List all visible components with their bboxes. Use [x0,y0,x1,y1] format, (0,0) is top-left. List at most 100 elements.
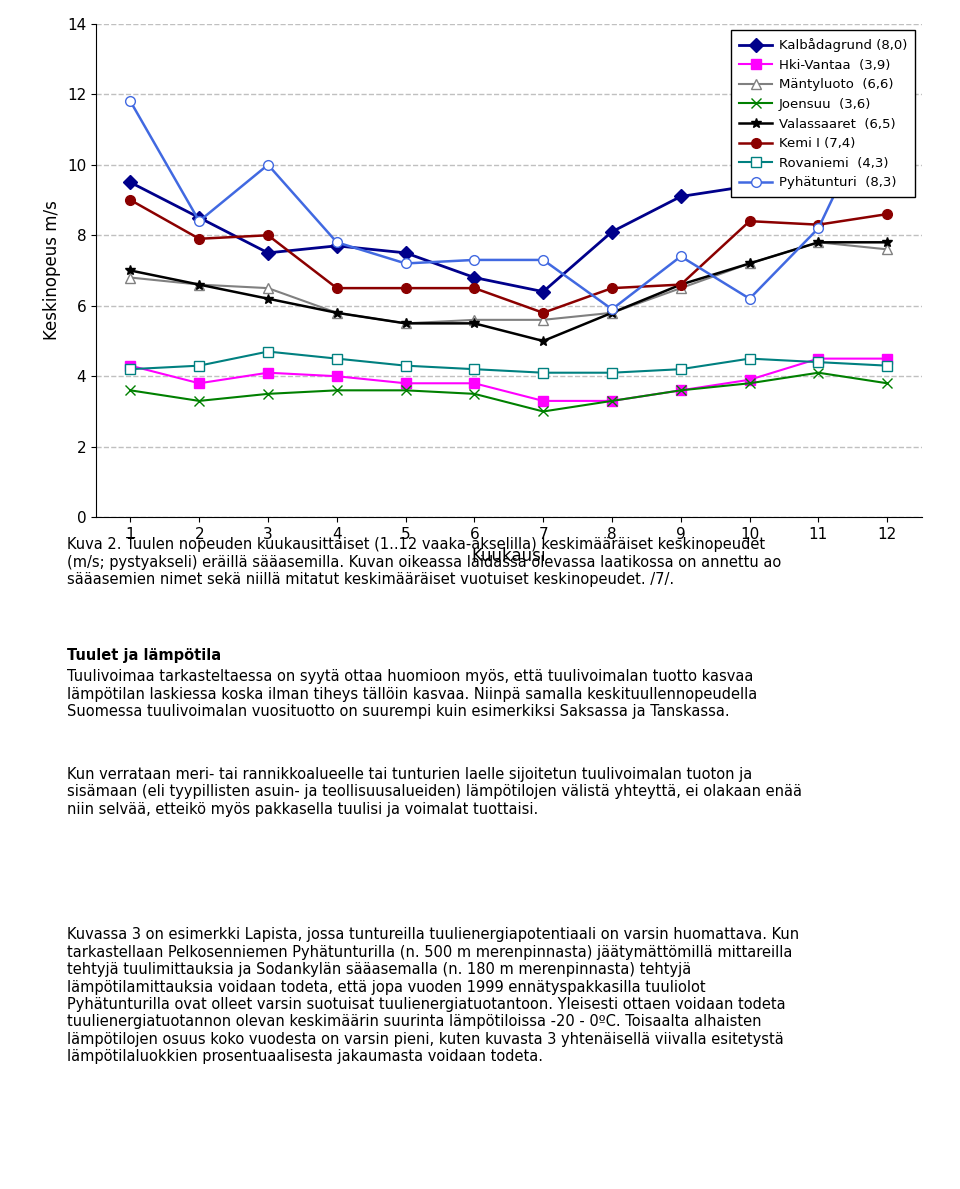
Hki-Vantaa  (3,9) [675,383,686,397]
Valassaaret  (6,5) [193,277,205,291]
Mäntyluoto  (6,6) [606,306,617,320]
Joensuu  (3,6) [262,386,274,401]
Rovaniemi  (4,3) [125,363,136,377]
Kemi I (7,4) [468,281,480,295]
Kalbådagrund (8,0) [606,225,617,239]
Rovaniemi  (4,3) [538,365,549,379]
Pyhätunturi  (8,3) [675,250,686,264]
Hki-Vantaa  (3,9) [744,372,756,386]
Rovaniemi  (4,3) [881,359,893,373]
Joensuu  (3,6) [812,365,824,379]
Valassaaret  (6,5) [675,277,686,291]
Line: Kemi I (7,4): Kemi I (7,4) [126,195,892,317]
Joensuu  (3,6) [125,383,136,397]
Line: Rovaniemi  (4,3): Rovaniemi (4,3) [126,347,892,378]
Pyhätunturi  (8,3) [538,253,549,268]
Kemi I (7,4) [538,306,549,320]
Hki-Vantaa  (3,9) [399,376,411,390]
Mäntyluoto  (6,6) [538,313,549,327]
Line: Valassaaret  (6,5): Valassaaret (6,5) [126,238,892,346]
Valassaaret  (6,5) [606,306,617,320]
Kalbådagrund (8,0) [468,270,480,284]
Mäntyluoto  (6,6) [675,281,686,295]
Rovaniemi  (4,3) [193,359,205,373]
Pyhätunturi  (8,3) [399,257,411,271]
Joensuu  (3,6) [468,386,480,401]
Pyhätunturi  (8,3) [125,94,136,108]
Joensuu  (3,6) [675,383,686,397]
Kalbådagrund (8,0) [399,246,411,260]
Y-axis label: Keskinopeus m/s: Keskinopeus m/s [43,201,61,340]
Pyhätunturi  (8,3) [331,235,343,250]
Pyhätunturi  (8,3) [881,76,893,90]
Joensuu  (3,6) [744,376,756,390]
Valassaaret  (6,5) [881,235,893,250]
Text: Kun verrataan meri- tai rannikkoalueelle tai tunturien laelle sijoitetun tuulivo: Kun verrataan meri- tai rannikkoalueelle… [67,767,803,817]
Rovaniemi  (4,3) [606,365,617,379]
Mäntyluoto  (6,6) [399,316,411,331]
Mäntyluoto  (6,6) [193,277,205,291]
Mäntyluoto  (6,6) [468,313,480,327]
Kemi I (7,4) [881,207,893,221]
Joensuu  (3,6) [399,383,411,397]
Valassaaret  (6,5) [331,306,343,320]
Kemi I (7,4) [262,228,274,243]
Kemi I (7,4) [125,193,136,207]
Valassaaret  (6,5) [399,316,411,331]
Joensuu  (3,6) [881,376,893,390]
Hki-Vantaa  (3,9) [262,365,274,379]
Valassaaret  (6,5) [125,264,136,278]
Hki-Vantaa  (3,9) [606,394,617,408]
Hki-Vantaa  (3,9) [125,359,136,373]
Rovaniemi  (4,3) [744,352,756,366]
Hki-Vantaa  (3,9) [468,376,480,390]
Rovaniemi  (4,3) [399,359,411,373]
Kalbådagrund (8,0) [744,178,756,193]
Mäntyluoto  (6,6) [262,281,274,295]
Kalbådagrund (8,0) [193,210,205,225]
Text: Tuulivoimaa tarkasteltaessa on syytä ottaa huomioon myös, että tuulivoimalan tuo: Tuulivoimaa tarkasteltaessa on syytä ott… [67,669,757,719]
Line: Mäntyluoto  (6,6): Mäntyluoto (6,6) [126,238,892,328]
Kalbådagrund (8,0) [262,246,274,260]
Legend: Kalbådagrund (8,0), Hki-Vantaa  (3,9), Mäntyluoto  (6,6), Joensuu  (3,6), Valass: Kalbådagrund (8,0), Hki-Vantaa (3,9), Mä… [732,31,915,197]
Text: Kuvassa 3 on esimerkki Lapista, jossa tuntureilla tuulienergiapotentiaali on var: Kuvassa 3 on esimerkki Lapista, jossa tu… [67,927,800,1064]
Hki-Vantaa  (3,9) [331,369,343,383]
Pyhätunturi  (8,3) [193,214,205,228]
Rovaniemi  (4,3) [468,363,480,377]
Kalbådagrund (8,0) [331,239,343,253]
Text: Tuulet ja lämpötila: Tuulet ja lämpötila [67,648,222,663]
Hki-Vantaa  (3,9) [812,352,824,366]
Kemi I (7,4) [744,214,756,228]
Valassaaret  (6,5) [812,235,824,250]
Kemi I (7,4) [399,281,411,295]
Valassaaret  (6,5) [468,316,480,331]
Mäntyluoto  (6,6) [125,270,136,284]
Mäntyluoto  (6,6) [881,243,893,257]
Joensuu  (3,6) [193,394,205,408]
Line: Pyhätunturi  (8,3): Pyhätunturi (8,3) [126,78,892,314]
Mäntyluoto  (6,6) [744,257,756,271]
X-axis label: Kuukausi: Kuukausi [471,547,546,566]
Kalbådagrund (8,0) [812,178,824,193]
Rovaniemi  (4,3) [331,352,343,366]
Mäntyluoto  (6,6) [331,306,343,320]
Kalbådagrund (8,0) [538,284,549,298]
Hki-Vantaa  (3,9) [193,376,205,390]
Kemi I (7,4) [606,281,617,295]
Joensuu  (3,6) [606,394,617,408]
Kemi I (7,4) [675,277,686,291]
Text: Kuva 2. Tuulen nopeuden kuukausittaiset (1..12 vaaka-akselilla) keskimääräiset k: Kuva 2. Tuulen nopeuden kuukausittaiset … [67,537,781,587]
Kemi I (7,4) [193,232,205,246]
Kemi I (7,4) [812,218,824,232]
Valassaaret  (6,5) [744,257,756,271]
Pyhätunturi  (8,3) [262,158,274,172]
Pyhätunturi  (8,3) [812,221,824,235]
Rovaniemi  (4,3) [675,363,686,377]
Valassaaret  (6,5) [538,334,549,348]
Joensuu  (3,6) [538,404,549,419]
Kalbådagrund (8,0) [125,175,136,189]
Rovaniemi  (4,3) [812,356,824,370]
Pyhätunturi  (8,3) [606,302,617,316]
Pyhätunturi  (8,3) [468,253,480,268]
Kalbådagrund (8,0) [675,189,686,203]
